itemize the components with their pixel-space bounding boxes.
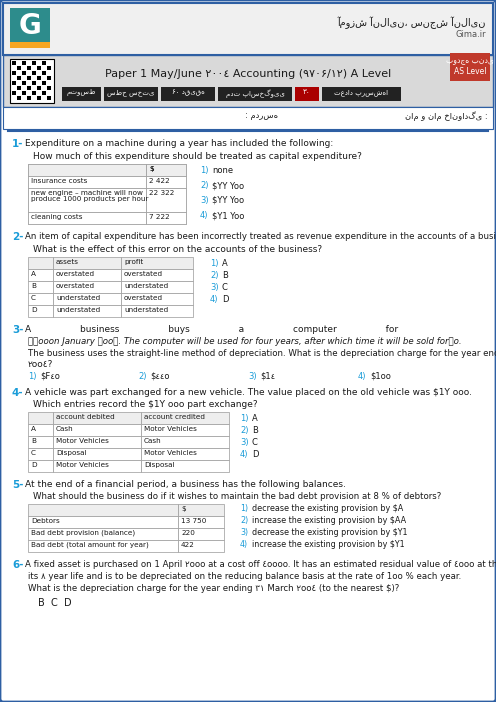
Text: ٢٢ooon January ٢oo٤. The computer will be used for four years, after which time : ٢٢ooon January ٢oo٤. The computer will b…: [28, 337, 462, 346]
Bar: [28, 504, 178, 516]
Text: overstated: overstated: [56, 283, 95, 289]
Text: Gima.ir: Gima.ir: [455, 30, 486, 39]
Text: C: C: [252, 438, 258, 447]
Text: 422: 422: [181, 542, 195, 548]
Bar: [28, 448, 53, 460]
Bar: [10, 59, 54, 103]
Bar: [32, 61, 36, 65]
Text: متوسط: متوسط: [67, 89, 96, 96]
Text: 1-: 1-: [12, 139, 23, 149]
Bar: [42, 81, 46, 85]
Text: نام و نام خانوادگی :: نام و نام خانوادگی :: [405, 111, 488, 121]
Text: بودجه بندی: بودجه بندی: [446, 56, 494, 65]
Text: understated: understated: [124, 283, 168, 289]
Text: A: A: [31, 271, 36, 277]
Text: Bad debt provision (balance): Bad debt provision (balance): [31, 530, 135, 536]
Bar: [141, 424, 229, 436]
Text: Expenditure on a machine during a year has included the following:: Expenditure on a machine during a year h…: [25, 139, 333, 148]
Bar: [178, 528, 224, 540]
Text: G: G: [19, 12, 41, 40]
Text: تعداد پرسش‌ها: تعداد پرسش‌ها: [334, 89, 388, 95]
Text: C: C: [222, 283, 228, 292]
Text: AS Level: AS Level: [454, 67, 486, 76]
Bar: [17, 66, 21, 70]
Bar: [28, 212, 146, 224]
Bar: [27, 76, 31, 80]
Bar: [47, 66, 51, 70]
Text: The business uses the straight-line method of depreciation. What is the deprecia: The business uses the straight-line meth…: [28, 349, 496, 358]
Text: increase the existing provision by $AA: increase the existing provision by $AA: [252, 516, 406, 525]
Text: How much of this expenditure should be treated as capital expenditure?: How much of this expenditure should be t…: [33, 152, 362, 161]
Text: 1): 1): [200, 166, 208, 175]
Bar: [3, 55, 493, 107]
Text: 3): 3): [200, 196, 209, 205]
Bar: [28, 176, 146, 188]
Text: understated: understated: [56, 295, 100, 301]
Text: C: C: [31, 450, 36, 456]
Bar: [17, 96, 21, 100]
Text: ٢oo٤?: ٢oo٤?: [28, 360, 54, 369]
Bar: [146, 176, 186, 188]
Bar: [450, 53, 490, 81]
Bar: [218, 87, 292, 101]
Text: understated: understated: [56, 307, 100, 313]
Text: 4-: 4-: [12, 388, 24, 398]
Text: D: D: [31, 462, 37, 468]
Bar: [28, 528, 178, 540]
Bar: [28, 164, 146, 176]
Bar: [161, 87, 215, 101]
Text: $: $: [149, 166, 154, 172]
Text: B: B: [252, 426, 258, 435]
Text: D: D: [31, 307, 37, 313]
Bar: [37, 66, 41, 70]
Text: What is the depreciation charge for the year ending ٣١ March ٢oo٤ (to the neares: What is the depreciation charge for the …: [28, 584, 399, 593]
Text: Bad debt (total amount for year): Bad debt (total amount for year): [31, 542, 149, 548]
Bar: [28, 269, 53, 281]
Text: account debited: account debited: [56, 414, 115, 420]
Bar: [28, 293, 53, 305]
Bar: [121, 269, 193, 281]
Bar: [28, 436, 53, 448]
Bar: [146, 164, 186, 176]
Text: ۳۰: ۳۰: [303, 89, 311, 95]
Bar: [32, 71, 36, 75]
Bar: [104, 87, 158, 101]
Bar: [28, 176, 146, 188]
Text: What should the business do if it wishes to maintain the bad debt provision at 8: What should the business do if it wishes…: [33, 492, 441, 501]
Bar: [28, 212, 146, 224]
Text: A                 business                 buys                 a               : A business buys a: [25, 325, 398, 334]
Text: 3): 3): [210, 283, 219, 292]
Bar: [32, 81, 36, 85]
Bar: [10, 8, 50, 48]
Text: B  C  D: B C D: [38, 598, 71, 608]
Text: $: $: [149, 166, 154, 172]
Bar: [28, 540, 178, 552]
Text: مدت پاسخگویی: مدت پاسخگویی: [226, 89, 284, 98]
Text: 4): 4): [240, 450, 248, 459]
Text: $٤٤o: $٤٤o: [150, 372, 170, 381]
Text: A: A: [252, 414, 258, 423]
Bar: [146, 176, 186, 188]
Bar: [37, 96, 41, 100]
Text: Disposal: Disposal: [56, 450, 86, 456]
Text: 2): 2): [200, 181, 208, 190]
Bar: [22, 71, 26, 75]
Bar: [178, 516, 224, 528]
Text: D: D: [252, 450, 258, 459]
Bar: [42, 91, 46, 95]
Bar: [322, 87, 401, 101]
Text: 1): 1): [240, 504, 248, 513]
Bar: [141, 448, 229, 460]
Bar: [28, 257, 53, 269]
Text: C: C: [31, 295, 36, 301]
Text: Motor Vehicles: Motor Vehicles: [144, 450, 197, 456]
Text: 3): 3): [240, 438, 248, 447]
Bar: [53, 460, 141, 472]
Text: 2 422: 2 422: [149, 178, 170, 184]
Bar: [28, 424, 53, 436]
Text: D: D: [222, 295, 229, 304]
Bar: [10, 42, 50, 48]
Text: B: B: [31, 438, 36, 444]
Bar: [22, 81, 26, 85]
